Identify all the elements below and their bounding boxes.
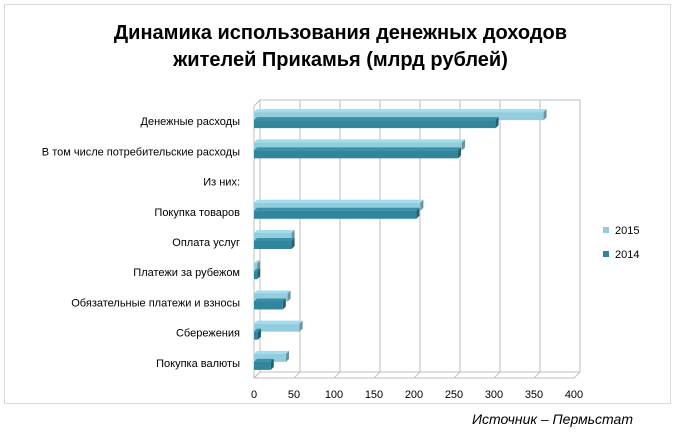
depth-edge-top [253, 99, 261, 107]
category-label: Из них: [203, 177, 240, 189]
bar-2015 [254, 202, 421, 211]
bar-2015 [254, 323, 300, 332]
x-tick-label: 350 [525, 389, 543, 401]
chart-title-line-1: Динамика использования денежных доходов [113, 22, 568, 44]
x-tick-label: 100 [325, 389, 343, 401]
legend-swatch-2014 [603, 251, 609, 257]
bar-2014 [254, 361, 271, 370]
bar-top-face [254, 328, 261, 332]
bar-2014 [254, 150, 458, 159]
bar-top-face [254, 268, 261, 272]
x-tick-label: 50 [288, 389, 300, 401]
gridline-floor [573, 371, 581, 379]
bar-end-face [282, 298, 286, 310]
category-label: Обязательные платежи и взносы [71, 297, 240, 309]
bar-2015 [254, 263, 258, 272]
bar-2014 [254, 120, 496, 129]
bar-top-face [254, 207, 420, 211]
gridline-floor [293, 371, 301, 379]
category-label: Оплата услуг [172, 237, 240, 249]
x-tick-label: 200 [405, 389, 423, 401]
gridline-floor [453, 371, 461, 379]
legend-swatch-2015 [603, 227, 609, 233]
x-tick-label: 150 [365, 389, 383, 401]
bar-top-face [254, 199, 424, 203]
chart-title: Динамика использования денежных доходов … [0, 20, 681, 74]
bar-top-face [254, 238, 295, 241]
bar-end-face [270, 358, 274, 370]
category-label: Покупка валюты [156, 358, 240, 370]
bar-2014 [254, 210, 417, 219]
category-label: Платежи за рубежом [133, 267, 240, 279]
x-tick-label: 400 [565, 389, 583, 401]
bar-2014 [254, 301, 283, 310]
bar-end-face [299, 320, 303, 332]
bar-2014 [254, 271, 258, 280]
bar-top-face [254, 358, 274, 362]
bar-end-face [495, 117, 499, 129]
bar-end-face [286, 350, 289, 362]
bar-end-face [458, 147, 461, 159]
legend-label-2014: 2014 [615, 249, 639, 261]
gridline-floor [373, 371, 381, 379]
bar-2015 [254, 233, 292, 241]
bar-top-face [254, 260, 261, 264]
gridline-floor [533, 371, 541, 379]
bar-top-face [254, 290, 291, 294]
gridline-floor [413, 371, 421, 379]
bar-end-face [420, 199, 424, 211]
bar-top-face [254, 139, 465, 143]
bar-top-face [254, 230, 295, 233]
bar-2014 [254, 241, 292, 249]
bar-end-face [416, 207, 420, 219]
bar-2015 [254, 112, 544, 121]
gridline-floor [253, 371, 261, 379]
bar-top-face [254, 117, 499, 121]
category-label: Покупка товаров [154, 207, 240, 219]
gridline-floor [493, 371, 501, 379]
bar-top-face [254, 147, 461, 151]
gridline-floor [333, 371, 341, 379]
bar-2014 [254, 331, 258, 340]
bar-2015 [254, 353, 286, 362]
bar-2015 [254, 293, 288, 302]
legend-label-2015: 2015 [615, 225, 639, 237]
bar-end-face [462, 139, 465, 151]
bar-end-face [258, 328, 261, 340]
bar-top-face [254, 109, 547, 113]
x-tick-label: 300 [485, 389, 503, 401]
bar-end-face [257, 268, 261, 280]
category-label: Сбережения [176, 328, 240, 340]
category-label: Денежные расходы [141, 116, 241, 128]
x-tick-label: 250 [445, 389, 463, 401]
bar-2015 [254, 142, 462, 151]
bar-top-face [254, 298, 286, 302]
bar-top-face [254, 350, 289, 354]
bar-end-face [543, 109, 547, 121]
bar-end-face [287, 290, 291, 302]
chart-title-line-2: жителей Прикамья (млрд рублей) [173, 49, 508, 71]
category-label: В том числе потребительские расходы [42, 146, 240, 158]
x-tick-label: 0 [251, 389, 257, 401]
source-note: Источник – Пермьстат [471, 411, 633, 427]
bar-end-face [291, 238, 295, 249]
bar-top-face [254, 320, 303, 324]
